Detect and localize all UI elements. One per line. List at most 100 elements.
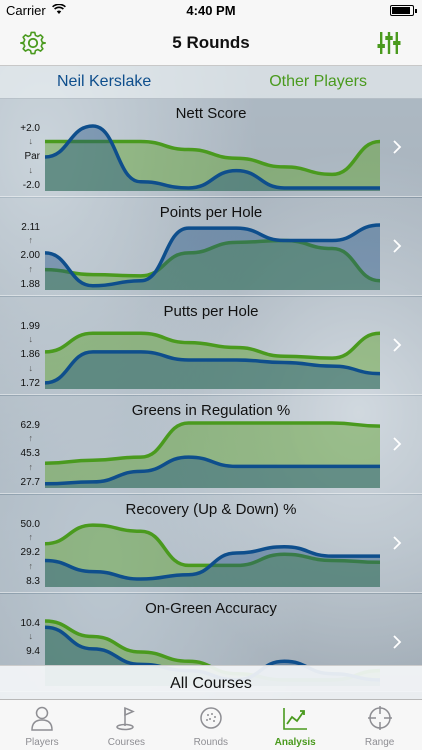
chart-icon [283, 708, 308, 730]
chart-axis: 2.11 ↑ 2.00 ↑ 1.88 [0, 220, 44, 290]
axis-top-label: 10.4 [20, 618, 40, 629]
crosshair-icon [367, 706, 392, 730]
area-chart [45, 331, 380, 389]
analysis-chart-list: Nett Score +2.0 ↓ Par ↓ -2.0 Points per Hole 2.… [0, 99, 422, 699]
chart-card-points-per-hole[interactable]: Points per Hole 2.11 ↑ 2.00 ↑ 1.88 [0, 198, 422, 296]
series-2-line [45, 124, 380, 190]
tab-bar: Players Courses Rounds Analysis Range [0, 699, 422, 750]
series-1-line [45, 421, 380, 466]
chevron-right-icon[interactable] [392, 436, 402, 452]
battery-icon [390, 5, 417, 16]
series-2-line [45, 545, 380, 581]
chart-card-nett-score[interactable]: Nett Score +2.0 ↓ Par ↓ -2.0 [0, 99, 422, 197]
golf-flag-icon [116, 706, 136, 731]
axis-bottom-label: 8.3 [26, 576, 40, 587]
series-1-area [45, 141, 380, 191]
tab-rounds[interactable]: Rounds [169, 700, 253, 750]
axis-arrow-upper: ↑ [28, 433, 34, 443]
chevron-right-icon[interactable] [392, 337, 402, 353]
course-filter-label: All Courses [170, 675, 252, 692]
axis-bottom-label: -2.0 [22, 180, 40, 191]
tab-players[interactable]: Players [0, 700, 84, 750]
chart-title: Points per Hole [159, 204, 263, 221]
chart-axis: 62.9 ↑ 45.3 ↑ 27.7 [0, 418, 44, 488]
axis-arrow-lower: ↓ [28, 363, 34, 373]
axis-mid-label: 2.00 [20, 250, 40, 261]
carrier-label: Carrier [6, 3, 46, 18]
axis-mid-label: Par [24, 151, 40, 162]
chevron-right-icon[interactable] [392, 139, 402, 155]
chart-card-putts-per-hole[interactable]: Putts per Hole 1.99 ↓ 1.86 ↓ 1.72 [0, 297, 422, 395]
series-2-line [45, 223, 380, 288]
other-players-label[interactable]: Other Players [269, 73, 367, 90]
series-1-line [45, 523, 380, 568]
series-2-line [45, 350, 380, 385]
series-1-line [45, 139, 380, 177]
chart-title: On-Green Accuracy [145, 600, 277, 617]
chart-axis: 50.0 ↑ 29.2 ↑ 8.3 [0, 517, 44, 587]
axis-arrow-lower: ↓ [28, 165, 34, 175]
navigation-bar: 5 Rounds [0, 20, 422, 66]
axis-arrow-upper: ↑ [28, 235, 34, 245]
axis-top-label: 2.11 [21, 222, 40, 233]
series-2-area [45, 546, 380, 587]
tab-range[interactable]: Range [338, 700, 422, 750]
series-2-line [45, 455, 380, 486]
chart-card-recovery-up-down[interactable]: Recovery (Up & Down) % 50.0 ↑ 29.2 ↑ 8.3 [0, 495, 422, 593]
chevron-right-icon[interactable] [392, 535, 402, 551]
status-bar: Carrier 4:40 PM [0, 0, 422, 20]
gear-icon[interactable] [20, 30, 46, 56]
axis-arrow-lower: ↑ [28, 264, 34, 274]
chart-axis: +2.0 ↓ Par ↓ -2.0 [0, 121, 44, 191]
chart-title: Nett Score [175, 105, 247, 122]
tab-analysis[interactable]: Analysis [253, 700, 337, 750]
primary-player-label[interactable]: Neil Kerslake [57, 73, 152, 90]
series-1-area [45, 240, 380, 290]
axis-top-label: +2.0 [20, 123, 40, 134]
axis-mid-label: 9.4 [26, 646, 40, 657]
person-icon [31, 706, 53, 731]
axis-arrow-upper: ↑ [28, 532, 34, 542]
axis-mid-label: 29.2 [20, 547, 40, 558]
chevron-right-icon[interactable] [392, 238, 402, 254]
axis-top-label: 1.99 [20, 321, 40, 332]
axis-arrow-upper: ↓ [28, 631, 34, 641]
chart-title: Greens in Regulation % [131, 402, 291, 419]
axis-arrow-lower: ↑ [28, 561, 34, 571]
page-title: 5 Rounds [172, 33, 250, 52]
area-chart [45, 421, 380, 488]
chart-title: Recovery (Up & Down) % [125, 501, 297, 518]
chart-card-greens-in-regulation[interactable]: Greens in Regulation % 62.9 ↑ 45.3 ↑ 27.7 [0, 396, 422, 494]
series-1-line [45, 238, 380, 283]
series-2-area [45, 351, 380, 389]
axis-arrow-upper: ↓ [28, 136, 34, 146]
axis-bottom-label: 1.72 [20, 378, 40, 389]
course-filter-bar[interactable]: All Courses [0, 665, 422, 699]
axis-arrow-lower: ↑ [28, 462, 34, 472]
area-chart [45, 223, 380, 290]
sliders-icon[interactable] [376, 30, 402, 56]
tab-label: Rounds [193, 737, 229, 748]
tab-label: Players [25, 737, 59, 748]
tab-courses[interactable]: Courses [84, 700, 168, 750]
axis-top-label: 50.0 [20, 519, 40, 530]
chart-axis: 10.4 ↓ 9.4 [0, 616, 44, 686]
wifi-icon [52, 4, 66, 14]
axis-mid-label: 1.86 [20, 349, 40, 360]
series-1-line [45, 331, 380, 360]
tab-label: Range [364, 737, 395, 748]
axis-bottom-label: 1.88 [20, 279, 40, 290]
area-chart [45, 124, 380, 191]
axis-mid-label: 45.3 [20, 448, 40, 459]
series-1-area [45, 525, 380, 587]
clock: 4:40 PM [186, 3, 236, 18]
chart-axis: 1.99 ↓ 1.86 ↓ 1.72 [0, 319, 44, 389]
player-selector: Neil Kerslake Other Players [0, 66, 422, 99]
tab-label: Courses [107, 737, 146, 748]
chevron-right-icon[interactable] [392, 634, 402, 650]
series-2-area [45, 457, 380, 488]
golf-ball-icon [200, 707, 222, 729]
area-chart [45, 523, 380, 587]
axis-arrow-upper: ↓ [28, 334, 34, 344]
